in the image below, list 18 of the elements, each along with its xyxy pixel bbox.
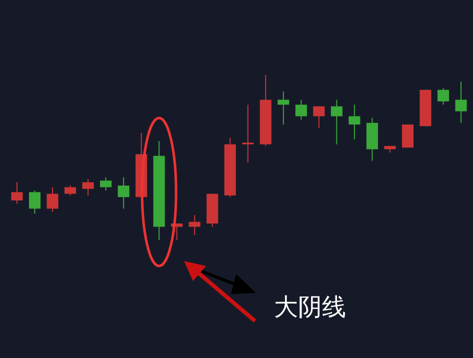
candlestick xyxy=(455,81,467,124)
candlestick xyxy=(118,176,130,210)
candlestick xyxy=(330,99,342,145)
candlestick xyxy=(188,214,200,236)
candlestick xyxy=(28,190,41,214)
candlestick xyxy=(46,186,58,212)
candlestick xyxy=(278,91,290,125)
candlestick xyxy=(82,178,94,196)
candlestick xyxy=(242,104,254,163)
candlestick xyxy=(402,124,414,148)
text: 大阴线 xyxy=(274,293,346,321)
candlestick xyxy=(100,176,112,191)
candlestick xyxy=(313,106,325,128)
candlestick xyxy=(348,104,360,140)
candlestick xyxy=(437,88,450,106)
candlestick xyxy=(11,182,23,204)
candlestick xyxy=(64,185,76,196)
candlestick xyxy=(295,99,307,120)
